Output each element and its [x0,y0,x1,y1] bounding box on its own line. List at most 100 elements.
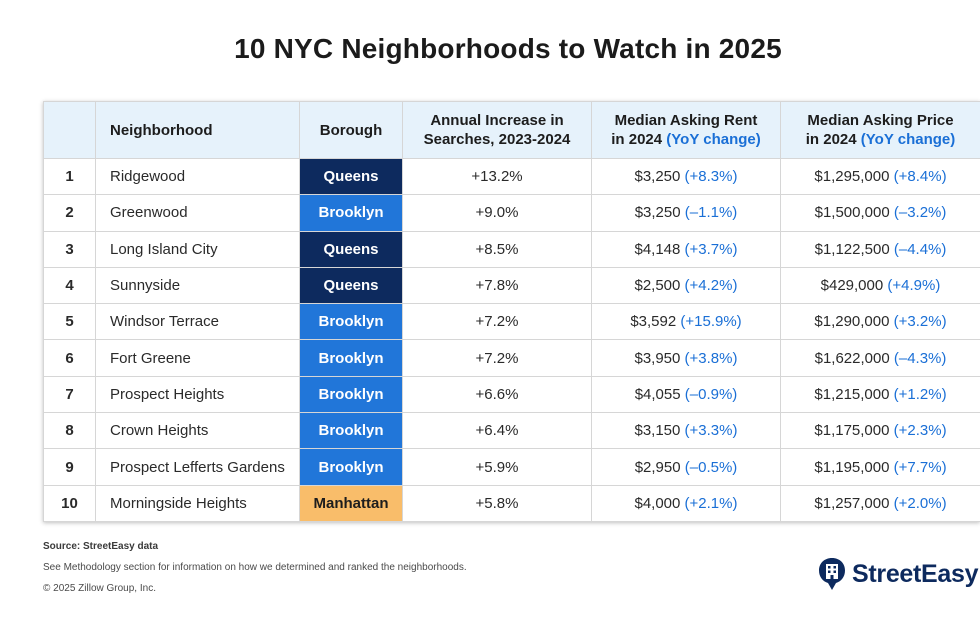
borough-cell: Brooklyn [299,339,403,377]
footer-source: Source: StreetEasy data [43,541,159,552]
increase-cell: +7.2% [402,339,592,377]
price-change: (+1.2%) [893,385,947,403]
header-rent-line2: in 2024 [611,131,663,148]
rent-change: (–1.1%) [684,204,738,222]
borough-cell: Brooklyn [299,194,403,232]
neighborhood-cell: Windsor Terrace [95,303,300,341]
price-cell: $1,195,000 (+7.7%) [780,448,980,486]
rent-change: (+3.7%) [684,240,738,258]
rank-cell: 5 [43,303,96,341]
price-value: $1,295,000 [814,168,890,186]
price-cell: $1,622,000 (–4.3%) [780,339,980,377]
table-row: 2 Greenwood Brooklyn +9.0% $3,250 (–1.1%) $1,… [43,194,980,232]
price-cell: $1,215,000 (+1.2%) [780,375,980,414]
increase-cell: +6.6% [402,375,592,414]
rent-change: (+3.3%) [684,422,738,440]
rent-change: (–0.5%) [684,458,738,476]
rent-value: $3,150 [634,422,681,440]
increase-cell: +9.0% [402,194,592,232]
table-row: 7 Prospect Heights Brooklyn +6.6% $4,055 (–0… [43,375,980,414]
borough-cell: Queens [299,157,403,196]
header-increase-line2: Searches, 2023-2024 [423,131,571,148]
table-row: 3 Long Island City Queens +8.5% $4,148 (+3.7… [43,230,980,268]
increase-cell: +5.8% [402,484,592,522]
header-price-line2: in 2024 [805,131,857,148]
price-value: $1,175,000 [814,422,890,440]
rent-value: $4,055 [634,385,681,403]
borough-cell: Brooklyn [299,412,403,450]
rent-cell: $3,250 (–1.1%) [591,194,781,232]
rent-cell: $2,950 (–0.5%) [591,448,781,486]
price-change: (+4.9%) [887,277,941,295]
borough-cell: Queens [299,230,403,268]
rank-cell: 6 [43,339,96,377]
price-change: (+2.0%) [893,494,947,512]
rank-cell: 4 [43,266,96,305]
header-borough: Borough [299,101,403,159]
increase-cell: +7.2% [402,303,592,341]
borough-cell: Brooklyn [299,303,403,341]
rank-cell: 1 [43,157,96,196]
price-cell: $1,290,000 (+3.2%) [780,303,980,341]
rent-cell: $3,950 (+3.8%) [591,339,781,377]
neighborhood-cell: Morningside Heights [95,484,300,522]
rent-change: (+4.2%) [684,277,738,295]
rent-change: (+8.3%) [684,168,738,186]
rank-cell: 10 [43,484,96,522]
price-cell: $1,122,500 (–4.4%) [780,230,980,268]
neighborhood-cell: Ridgewood [95,157,300,196]
header-price-line1: Median Asking Price [807,112,954,129]
neighborhoods-table-container: Neighborhood Borough Annual Increase in … [43,101,980,522]
header-increase-line1: Annual Increase in [430,112,564,129]
header-rent-line1: Median Asking Rent [614,112,758,129]
neighborhood-cell: Long Island City [95,230,300,268]
neighborhood-cell: Greenwood [95,194,300,232]
neighborhood-cell: Fort Greene [95,339,300,377]
table-row: 1 Ridgewood Queens +13.2% $3,250 (+8.3%) $1,2… [43,157,980,196]
rank-cell: 2 [43,194,96,232]
price-cell: $1,295,000 (+8.4%) [780,157,980,196]
rent-value: $3,592 [630,313,677,331]
rank-cell: 7 [43,375,96,414]
price-value: $429,000 [820,277,884,295]
borough-cell: Manhattan [299,484,403,522]
header-increase: Annual Increase in Searches, 2023-2024 [402,101,592,159]
price-cell: $1,257,000 (+2.0%) [780,484,980,522]
rent-value: $2,500 [634,277,681,295]
page-title: 10 NYC Neighborhoods to Watch in 2025 [234,33,782,64]
streeteasy-logo: StreetEasy [818,556,979,592]
rent-cell: $4,055 (–0.9%) [591,375,781,414]
price-change: (+8.4%) [893,168,947,186]
header-rent: Median Asking Rent in 2024 (YoY change) [591,101,781,159]
table-row: 10 Morningside Heights Manhattan +5.8% $4,00… [43,484,980,522]
header-rank [43,101,96,159]
rent-value: $3,250 [634,204,681,222]
neighborhood-cell: Sunnyside [95,266,300,305]
price-value: $1,257,000 [814,494,890,512]
price-value: $1,215,000 [814,385,890,403]
header-price: Median Asking Price in 2024 (YoY change) [780,101,980,159]
streeteasy-building-icon [819,558,845,590]
footer-copyright: © 2025 Zillow Group, Inc. [43,583,156,594]
increase-cell: +8.5% [402,230,592,268]
table-header-row: Neighborhood Borough Annual Increase in … [43,101,980,159]
rent-value: $3,250 [634,168,681,186]
price-value: $1,622,000 [814,349,890,367]
rent-cell: $3,250 (+8.3%) [591,157,781,196]
rent-change: (+3.8%) [684,349,738,367]
logo-text: StreetEasy [852,559,979,588]
price-change: (+2.3%) [893,422,947,440]
price-value: $1,122,500 [814,240,890,258]
rent-cell: $3,592 (+15.9%) [591,303,781,341]
price-change: (–3.2%) [893,204,947,222]
price-cell: $429,000 (+4.9%) [780,266,980,305]
borough-cell: Brooklyn [299,375,403,414]
rent-cell: $4,000 (+2.1%) [591,484,781,522]
neighborhood-cell: Prospect Lefferts Gardens [95,448,300,486]
neighborhoods-table: Neighborhood Borough Annual Increase in … [43,101,980,522]
rent-change: (+2.1%) [684,494,738,512]
rent-value: $2,950 [634,458,681,476]
price-cell: $1,175,000 (+2.3%) [780,412,980,450]
neighborhood-cell: Crown Heights [95,412,300,450]
rent-cell: $4,148 (+3.7%) [591,230,781,268]
